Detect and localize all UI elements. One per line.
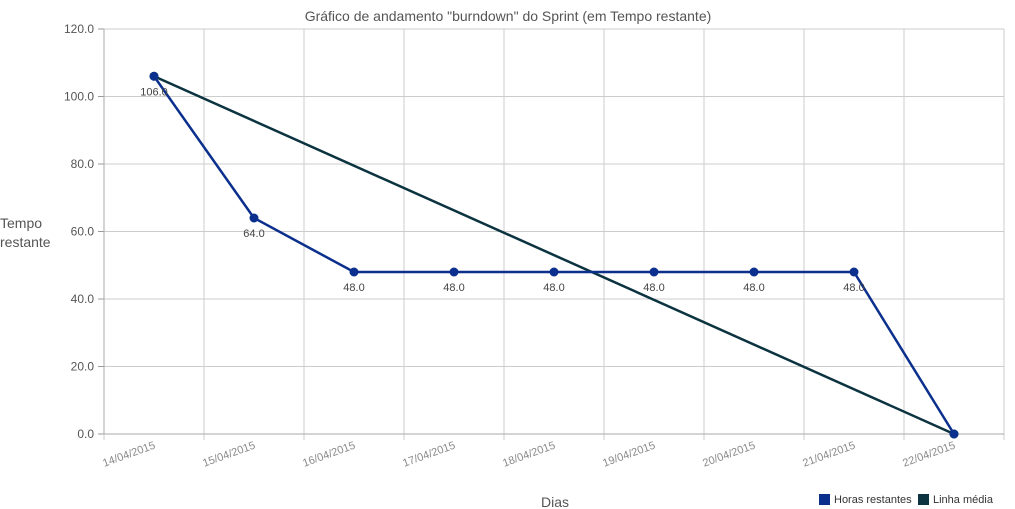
x-tick-label: 15/04/2015 bbox=[201, 440, 257, 470]
legend-label-linha-media: Linha média bbox=[933, 494, 994, 506]
point-horas-restantes bbox=[149, 71, 159, 81]
y-tick-label: 40.0 bbox=[71, 292, 95, 306]
y-tick-label: 80.0 bbox=[71, 157, 95, 171]
y-tick-label: 120.0 bbox=[64, 22, 94, 36]
series-line-linha-media bbox=[153, 75, 955, 436]
legend-swatch-horas-restantes bbox=[819, 494, 830, 505]
y-tick-label: 100.0 bbox=[64, 90, 94, 104]
data-label: 64.0 bbox=[243, 228, 264, 240]
x-axis-label: Dias bbox=[541, 494, 569, 509]
x-tick-label: 18/04/2015 bbox=[501, 440, 557, 470]
y-tick-label: 20.0 bbox=[71, 360, 95, 374]
x-axis-ticks: 14/04/2015 15/04/2015 16/04/2015 17/04/2015… bbox=[101, 440, 957, 470]
y-axis-label-line1: Tempo bbox=[0, 215, 42, 231]
legend-label-horas-restantes: Horas restantes bbox=[834, 494, 912, 506]
point-horas-restantes bbox=[249, 213, 259, 223]
data-label: 48.0 bbox=[643, 282, 664, 294]
x-tick-label: 20/04/2015 bbox=[701, 440, 757, 470]
legend: Horas restantes Linha média bbox=[819, 494, 994, 506]
x-tick-label: 16/04/2015 bbox=[301, 440, 357, 470]
data-label: 48.0 bbox=[343, 282, 364, 294]
point-horas-restantes bbox=[849, 267, 859, 277]
chart-title: Gráfico de andamento "burndown" do Sprin… bbox=[305, 8, 712, 24]
x-tick-label: 21/04/2015 bbox=[801, 440, 857, 470]
legend-swatch-linha-media bbox=[918, 494, 929, 505]
point-horas-restantes bbox=[449, 267, 459, 277]
data-label: 48.0 bbox=[443, 282, 464, 294]
point-horas-restantes bbox=[549, 267, 559, 277]
point-horas-restantes bbox=[649, 267, 659, 277]
data-label: 48.0 bbox=[543, 282, 564, 294]
y-tick-label: 60.0 bbox=[71, 225, 95, 239]
x-tick-label: 14/04/2015 bbox=[101, 440, 157, 470]
data-label: 106.0 bbox=[140, 86, 168, 98]
data-label: 48.0 bbox=[843, 282, 864, 294]
x-tick-label: 19/04/2015 bbox=[601, 440, 657, 470]
point-horas-restantes bbox=[949, 429, 959, 439]
y-tick-label: 0.0 bbox=[77, 427, 94, 441]
x-tick-label: 22/04/2015 bbox=[901, 440, 957, 470]
data-label: 48.0 bbox=[743, 282, 764, 294]
point-horas-restantes bbox=[349, 267, 359, 277]
data-labels: 106.0 64.0 48.0 48.0 48.0 48.0 48.0 48.0 bbox=[140, 86, 864, 294]
series-layer bbox=[149, 71, 959, 439]
y-axis-label-line2: restante bbox=[0, 234, 51, 250]
x-tick-label: 17/04/2015 bbox=[401, 440, 457, 470]
point-horas-restantes bbox=[749, 267, 759, 277]
y-axis-ticks: 0.0 20.0 40.0 60.0 80.0 100.0 120.0 bbox=[64, 22, 94, 441]
grid bbox=[98, 28, 1005, 440]
